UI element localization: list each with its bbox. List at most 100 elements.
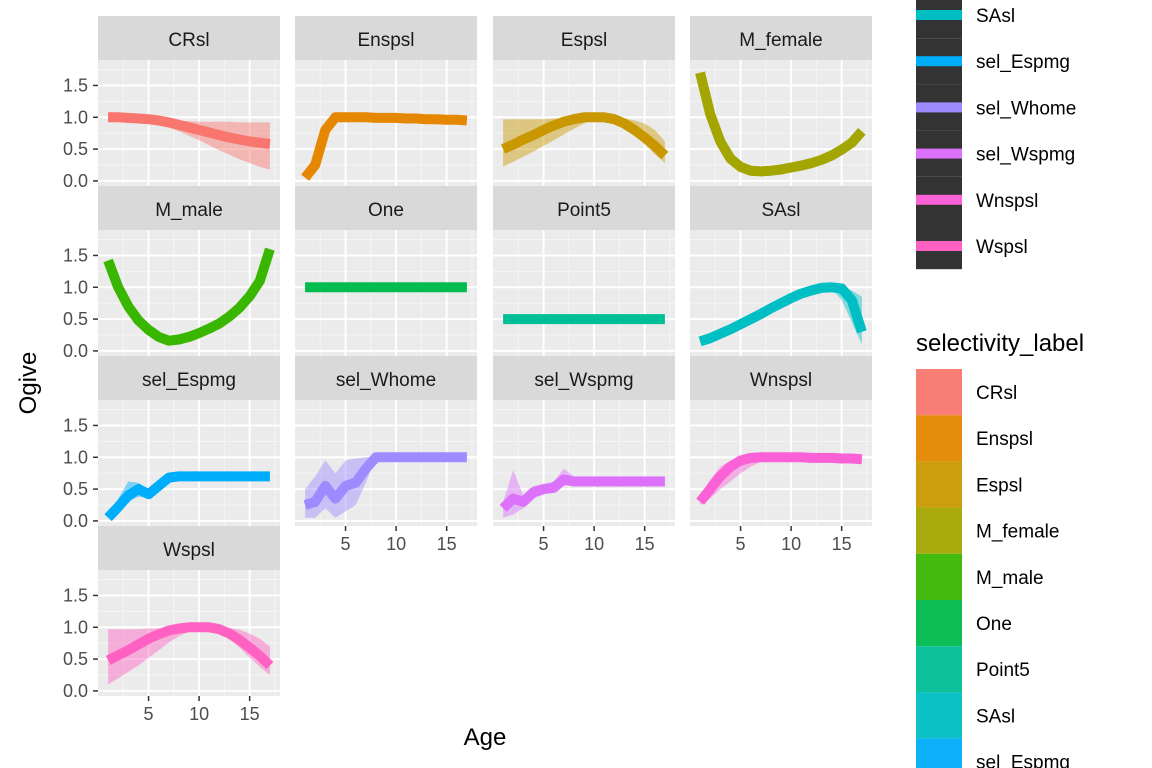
panel-strip-label: CRsl [168,30,209,51]
panel-strip [98,526,280,570]
panel-strip [690,16,872,60]
legend-entry-Wnspsl: Wnspsl [916,176,1038,223]
legend-label: sel_Espmg [976,52,1070,73]
series-line [501,112,669,160]
x-tick-label: 15 [635,534,655,554]
panel-strip-label: Wnspsl [750,370,812,391]
panel-background [98,400,280,526]
legend-entry-SAsl: SAsl [916,0,1015,39]
y-tick-label: 0.0 [63,341,88,361]
legend-key-line [916,194,962,205]
panel-CRsl: CRsl 0.0 0.5 1.0 1.5 [63,16,280,191]
series-line [103,247,275,346]
legend-entry-Espsl: Espsl [916,461,1022,508]
y-tick-label: 0.5 [63,649,88,669]
panel-strip-label: One [368,200,404,221]
panel-background [295,230,477,356]
legend-entry-sel_Whome: sel_Whome [916,84,1076,131]
legend-label: M_male [976,568,1044,589]
panel-sel_Wspmg: sel_Wspmg 5 10 15 [493,356,675,554]
legend-key-line [916,102,962,113]
panel-strip-label: Wspsl [163,540,215,561]
panel-Point5: Point5 [493,186,675,356]
legend-key [916,600,962,647]
legend-label: SAsl [976,6,1015,27]
x-tick-label: 5 [144,704,154,724]
legend-key [916,738,962,768]
panel-strip-label: Espsl [561,30,607,51]
panel-strip-label: sel_Espmg [142,370,236,391]
legend-entry-Wspsl: Wspsl [916,223,1028,270]
panel-strip-label: SAsl [761,200,800,221]
panel-strip-label: Point5 [557,200,611,221]
panel-strip [98,186,280,230]
legend-label: SAsl [976,706,1015,727]
y-tick-label: 0.5 [63,139,88,159]
legend-label: Espsl [976,475,1022,496]
legend-label: M_female [976,522,1059,543]
x-tick-label: 5 [539,534,549,554]
series-line [105,622,274,670]
y-tick-label: 1.5 [63,585,88,605]
y-axis-label: Ogive [15,352,42,415]
legend-continued: SAsl sel_Espmg sel_Whome sel_Wspmg Wnspsl Wsp… [916,0,1076,270]
series-line [695,71,866,177]
y-tick-label: 1.0 [63,617,88,637]
legend-key [916,507,962,554]
panel-strip-label: sel_Wspmg [534,370,633,391]
legend-key [916,646,962,693]
panel-SAsl: SAsl [690,186,872,356]
y-tick-label: 1.0 [63,447,88,467]
series-line [108,112,271,149]
legend-key [916,415,962,462]
panel-strip-label: M_female [739,30,822,51]
y-tick-label: 0.0 [63,171,88,191]
panel-strip [98,16,280,60]
panel-strip [295,16,477,60]
legend-label: Wnspsl [976,191,1038,212]
y-tick-label: 1.5 [63,245,88,265]
legend-entry-Point5: Point5 [916,646,1030,693]
panel-strip [493,356,675,400]
legend-key [916,461,962,508]
facet-panels: CRsl 0.0 0.5 1.0 1.5 Enspsl Espsl M_female M_mal… [63,16,872,724]
panel-M_male: M_male 0.0 0.5 1.0 1.5 [63,186,280,361]
y-tick-label: 0.0 [63,681,88,701]
legend-key [916,369,962,416]
legend-key-line [916,148,962,159]
panel-sel_Whome: sel_Whome 5 10 15 [295,356,477,554]
legend-key [916,692,962,739]
series-line [301,112,468,181]
series-line [499,474,665,512]
y-tick-label: 1.0 [63,277,88,297]
y-tick-label: 0.5 [63,309,88,329]
y-tick-label: 1.5 [63,75,88,95]
legend-entry-M_male: M_male [916,553,1044,600]
x-tick-label: 5 [341,534,351,554]
legend-selectivity-label: CRsl Enspsl Espsl M_female M_male One Point5 SA… [916,369,1070,768]
legend-label: sel_Espmg [976,753,1070,768]
series-line [698,282,867,347]
legend-label: sel_Wspmg [976,145,1075,166]
y-tick-label: 1.0 [63,107,88,127]
legend-entry-CRsl: CRsl [916,369,1017,416]
x-tick-label: 10 [189,704,209,724]
legend-entry-SAsl: SAsl [916,692,1015,739]
panel-strip [493,186,675,230]
x-tick-label: 15 [832,534,852,554]
legend-label: One [976,614,1012,635]
legend-entry-sel_Espmg: sel_Espmg [916,738,1070,768]
legend-label: Point5 [976,660,1030,681]
panel-strip-label: Enspsl [357,30,414,51]
legend-key-line [916,56,962,67]
series-line [104,471,270,522]
legend-key [916,553,962,600]
x-tick-label: 15 [437,534,457,554]
legend-key-line [916,241,962,251]
y-tick-label: 1.5 [63,415,88,435]
series-ribbon [108,117,270,170]
x-tick-label: 15 [240,704,260,724]
y-tick-label: 0.0 [63,511,88,531]
panel-strip-label: M_male [155,200,223,221]
